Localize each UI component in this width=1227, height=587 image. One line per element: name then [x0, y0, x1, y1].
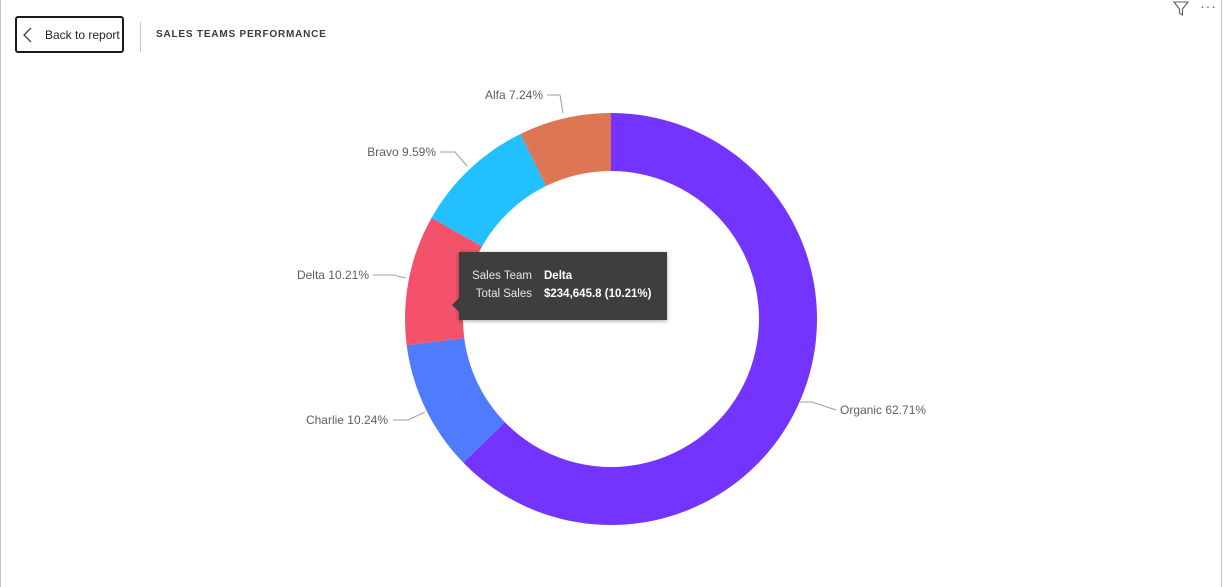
leader-line-alfa [547, 94, 564, 114]
back-to-report-button[interactable]: Back to report [15, 16, 124, 53]
filter-icon[interactable] [1172, 0, 1190, 17]
data-label-charlie: Charlie 10.24% [306, 413, 388, 427]
more-options-icon[interactable]: ··· [1200, 0, 1217, 14]
tooltip-key: Total Sales [475, 288, 532, 300]
data-label-alfa: Alfa 7.24% [485, 88, 543, 102]
chevron-left-icon [23, 27, 32, 42]
slice-alfa[interactable] [520, 113, 611, 187]
tooltip-arrow [452, 298, 459, 312]
page-title: SALES TEAMS PERFORMANCE [156, 29, 327, 40]
leader-line-organic [800, 401, 837, 411]
header-divider [140, 22, 141, 52]
tooltip-row-sales-team: Sales Team Delta [459, 270, 667, 286]
slice-bravo[interactable] [431, 133, 546, 247]
data-label-organic: Organic 62.71% [840, 403, 926, 417]
leader-line-delta [373, 274, 407, 279]
tooltip-key: Sales Team [472, 270, 532, 282]
tooltip-value: Delta [544, 270, 573, 282]
back-to-report-label: Back to report [45, 27, 120, 42]
data-label-delta: Delta 10.21% [297, 268, 369, 282]
data-label-bravo: Bravo 9.59% [367, 145, 436, 159]
leader-line-bravo [440, 151, 468, 167]
tooltip: Sales Team Delta Total Sales $234,645.8 … [452, 252, 667, 320]
leader-line-charlie [393, 411, 426, 421]
slice-organic[interactable] [463, 113, 818, 525]
tooltip-row-total-sales: Total Sales $234,645.8 (10.21%) [459, 288, 667, 304]
tooltip-value: $234,645.8 (10.21%) [544, 288, 652, 300]
slice-charlie[interactable] [406, 337, 505, 463]
